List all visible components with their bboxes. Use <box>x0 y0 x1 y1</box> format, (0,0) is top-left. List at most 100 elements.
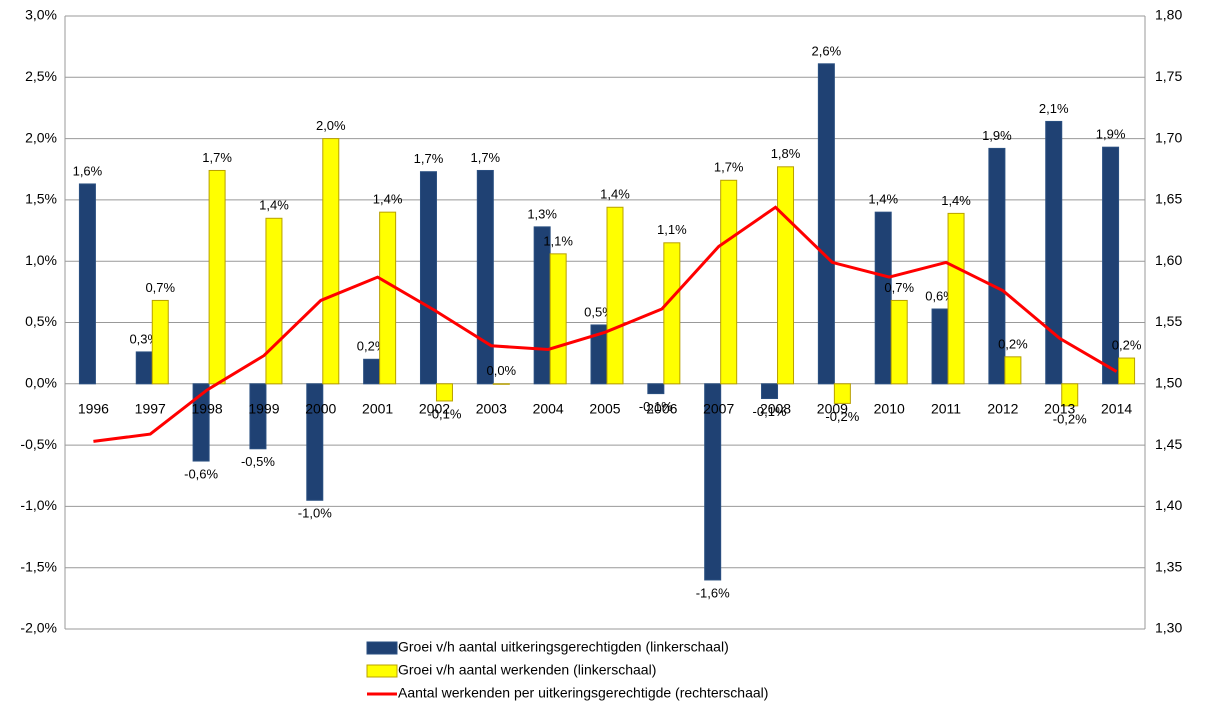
bar <box>833 383 851 404</box>
line <box>93 205 1118 443</box>
y-tick-label: 1,0% <box>25 252 57 268</box>
bar <box>931 308 949 385</box>
value-label: 1,4% <box>868 192 898 207</box>
x-tick-label: 2006 <box>646 401 677 417</box>
bar <box>777 166 795 385</box>
bar <box>78 183 96 385</box>
bar <box>419 171 437 385</box>
bar <box>606 206 624 385</box>
y2-tick-label: 1,35 <box>1155 558 1182 574</box>
x-tick-label: 1999 <box>248 401 279 417</box>
x-tick-label: 2000 <box>305 401 336 417</box>
value-label: -1,0% <box>298 506 332 521</box>
x-tick-label: 1996 <box>78 401 109 417</box>
y-tick-label: 2,5% <box>25 68 57 84</box>
value-label: -0,1% <box>427 406 461 421</box>
value-label: 1,1% <box>543 233 573 248</box>
value-label: 2,1% <box>1039 101 1069 116</box>
bar <box>761 383 779 400</box>
value-label: 1,7% <box>414 151 444 166</box>
y2-tick-label: 1,80 <box>1155 7 1182 23</box>
value-label: 2,0% <box>316 118 346 133</box>
y2-tick-label: 1,50 <box>1155 375 1182 391</box>
bar <box>704 383 722 581</box>
x-tick-label: 2002 <box>419 401 450 417</box>
bar <box>663 242 681 385</box>
bar <box>988 147 1006 385</box>
x-tick-label: 2007 <box>703 401 734 417</box>
value-label: -0,1% <box>753 404 787 419</box>
bar <box>533 226 551 385</box>
value-label: 1,9% <box>982 128 1012 143</box>
y-tick-label: -2,0% <box>20 620 57 636</box>
value-label: 1,4% <box>941 193 971 208</box>
legend-label: Groei v/h aantal uitkeringsgerechtigden … <box>398 639 729 655</box>
y2-tick-label: 1,60 <box>1155 252 1182 268</box>
bar <box>1045 120 1063 385</box>
value-label: -0,6% <box>184 466 218 481</box>
bar <box>647 383 665 395</box>
value-label: -0,2% <box>1053 411 1087 426</box>
x-tick-label: 2014 <box>1101 401 1132 417</box>
value-label: -0,2% <box>825 409 859 424</box>
bar <box>208 169 226 385</box>
bar <box>1102 146 1120 385</box>
x-tick-label: 2008 <box>760 401 791 417</box>
legend-label: Aantal werkenden per uitkeringsgerechtig… <box>398 685 768 701</box>
legend-swatch <box>366 641 398 655</box>
x-tick-label: 2009 <box>817 401 848 417</box>
y-tick-label: 1,5% <box>25 191 57 207</box>
x-tick-label: 1997 <box>135 401 166 417</box>
value-label: 1,4% <box>600 187 630 202</box>
bar <box>890 299 908 385</box>
value-label: 1,3% <box>527 206 557 221</box>
bar <box>549 253 567 385</box>
bar <box>1118 357 1136 385</box>
bar <box>135 351 153 385</box>
bar <box>874 211 892 385</box>
value-label: 0,0% <box>486 363 516 378</box>
bar <box>192 383 210 462</box>
bar <box>1061 383 1079 407</box>
value-label: 0,7% <box>884 280 914 295</box>
y2-tick-label: 1,40 <box>1155 497 1182 513</box>
y2-tick-label: 1,70 <box>1155 129 1182 145</box>
x-tick-label: 2013 <box>1044 401 1075 417</box>
bar <box>322 138 340 385</box>
x-tick-label: 1998 <box>192 401 223 417</box>
bar <box>1004 356 1022 385</box>
legend-label: Groei v/h aantal werkenden (linkerschaal… <box>398 662 656 678</box>
value-label: 1,7% <box>470 150 500 165</box>
value-label: -0,1% <box>639 399 673 414</box>
value-label: 0,2% <box>998 336 1028 351</box>
bar <box>249 383 267 450</box>
y2-tick-label: 1,30 <box>1155 620 1182 636</box>
value-label: 1,8% <box>771 146 801 161</box>
value-label: -0,5% <box>241 454 275 469</box>
value-label: 1,6% <box>73 163 103 178</box>
bar <box>817 63 835 385</box>
bar <box>476 169 494 385</box>
x-tick-label: 2001 <box>362 401 393 417</box>
value-label: 1,7% <box>202 150 232 165</box>
y-tick-label: 2,0% <box>25 129 57 145</box>
y2-tick-label: 1,65 <box>1155 191 1182 207</box>
y2-tick-label: 1,55 <box>1155 313 1182 329</box>
bar <box>379 211 397 385</box>
value-label: -1,6% <box>696 585 730 600</box>
y-tick-label: -1,0% <box>20 497 57 513</box>
legend-swatch <box>366 664 398 678</box>
y2-tick-label: 1,45 <box>1155 436 1182 452</box>
y-tick-label: 0,5% <box>25 313 57 329</box>
bar <box>363 358 381 385</box>
value-label: 1,4% <box>259 198 289 213</box>
y2-tick-label: 1,75 <box>1155 68 1182 84</box>
y-tick-label: -0,5% <box>20 436 57 452</box>
x-tick-label: 2012 <box>987 401 1018 417</box>
value-label: 0,2% <box>1112 337 1142 352</box>
x-tick-label: 2005 <box>589 401 620 417</box>
y-tick-label: -1,5% <box>20 558 57 574</box>
value-label: 1,7% <box>714 160 744 175</box>
bar <box>265 217 283 385</box>
